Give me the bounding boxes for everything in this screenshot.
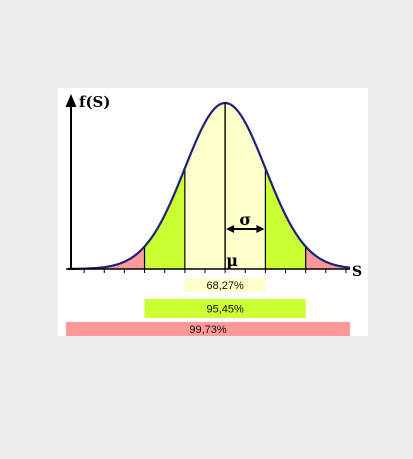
sigma-label: σ [239,210,251,229]
band-three-sigma-label: 99,73% [189,324,227,336]
percentage-bands: 68,27% 95,45% 99,73% [66,278,350,336]
band-two-sigma-label: 95,45% [206,304,244,316]
band-two-sigma [144,299,306,318]
band-one-sigma [184,278,266,292]
mean-label: μ [226,251,238,270]
x-axis-ticks [83,269,347,273]
x-axis-label: S [352,264,362,280]
sigma-arrowhead-right-icon [256,225,265,233]
sigma-arrowhead-left-icon [226,225,235,233]
band-one-sigma-label: 68,27% [206,280,244,292]
sigma-boundary-lines [143,168,307,269]
band-three-sigma [66,322,350,336]
density-curve [67,101,351,271]
y-axis-label: f(S) [79,93,110,111]
sigma-arrow [226,225,265,233]
y-axis-arrow-icon [65,94,77,107]
